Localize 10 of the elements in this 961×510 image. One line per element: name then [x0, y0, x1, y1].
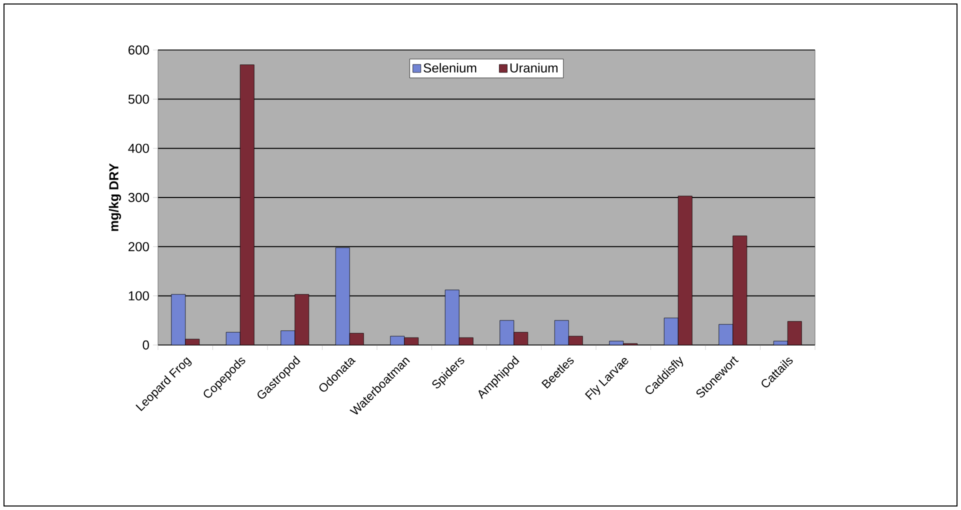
- y-tick-label: 600: [128, 45, 149, 55]
- legend-label: Uranium: [510, 63, 558, 73]
- y-tick-label: 100: [128, 291, 149, 300]
- y-axis-title: mg/kg DRY: [108, 163, 122, 231]
- y-tick-label: 0: [142, 340, 149, 350]
- y-tick-label: 200: [128, 242, 149, 252]
- y-tick-label: 500: [128, 94, 149, 104]
- y-tick-label: 300: [128, 192, 149, 202]
- y-tick-label: 400: [128, 144, 149, 153]
- legend-label: Selenium: [424, 63, 476, 73]
